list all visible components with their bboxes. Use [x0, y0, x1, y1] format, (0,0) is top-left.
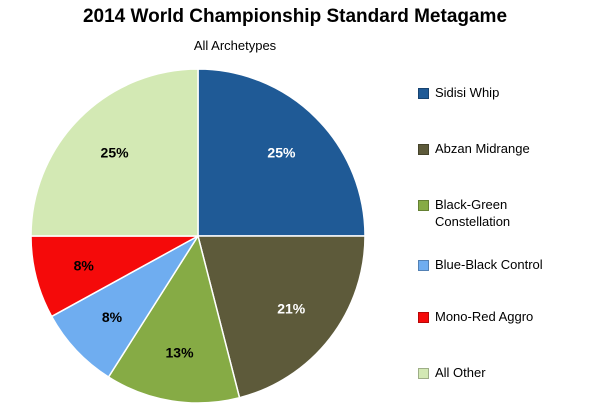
legend-swatch: [418, 200, 429, 211]
slice-label-blue-black-control: 8%: [102, 309, 123, 325]
legend-label: All Other: [435, 365, 486, 380]
legend-item-black-green-constellation: Black-Green Constellation: [418, 196, 575, 230]
legend-swatch: [418, 144, 429, 155]
pie-slice-all-other: [30, 68, 199, 237]
legend-item-mono-red-aggro: Mono-Red Aggro: [418, 308, 575, 325]
legend-swatch: [418, 368, 429, 379]
legend-label: Sidisi Whip: [435, 85, 500, 100]
slice-label-black-green-constellation: 13%: [166, 345, 195, 361]
pie-slice-black-green-constellation: [107, 234, 241, 404]
legend-label: Mono-Red Aggro: [435, 309, 534, 324]
chart-title: 2014 World Championship Standard Metagam…: [82, 6, 508, 27]
slice-label-abzan-midrange: 21%: [277, 300, 306, 316]
legend-item-abzan-midrange: Abzan Midrange: [418, 140, 575, 157]
legend-swatch: [418, 260, 429, 271]
legend-swatch: [418, 312, 429, 323]
legend-item-blue-black-control: Blue-Black Control: [418, 256, 575, 273]
pie-slice-abzan-midrange: [197, 235, 366, 399]
pie-slice-sidisi-whip: [197, 68, 366, 237]
slice-label-sidisi-whip: 25%: [267, 145, 296, 161]
legend-item-all-other: All Other: [418, 364, 575, 381]
slice-label-all-other: 25%: [101, 145, 130, 161]
legend-label: Blue-Black Control: [435, 257, 543, 272]
chart-subtitle: All Archetypes: [193, 38, 277, 53]
legend-item-sidisi-whip: Sidisi Whip: [418, 84, 575, 101]
slice-label-mono-red-aggro: 8%: [74, 257, 95, 273]
legend-swatch: [418, 88, 429, 99]
legend-label: Abzan Midrange: [435, 141, 530, 156]
legend-label: Black-Green Constellation: [435, 197, 511, 229]
